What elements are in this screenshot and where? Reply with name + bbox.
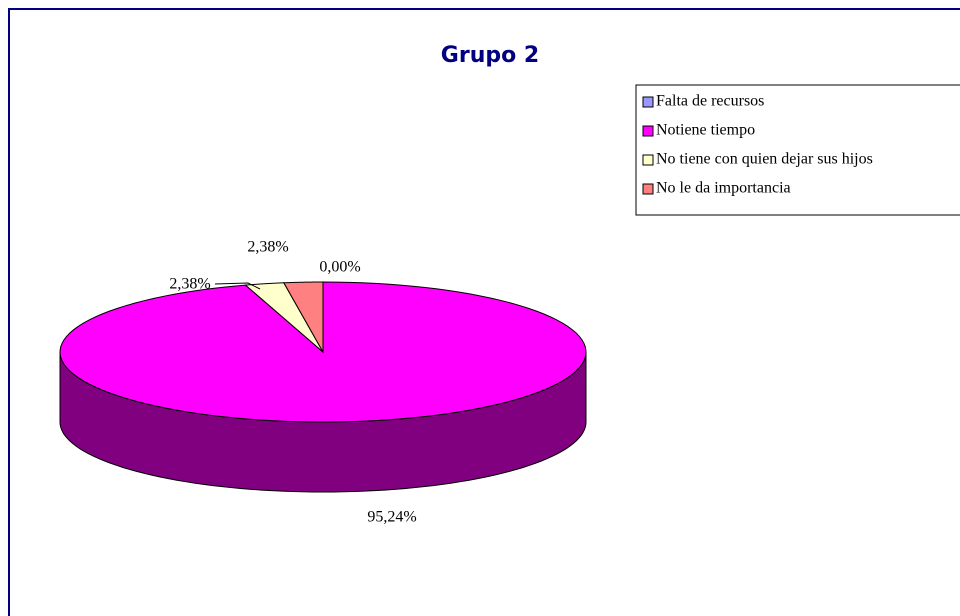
data-label: 2,38% [169, 276, 210, 293]
chart-title: Grupo 2 [441, 43, 539, 68]
legend-swatch [642, 154, 654, 166]
data-label: 0,00% [319, 259, 360, 276]
legend-label: No tiene con quien dejar sus hijos [656, 151, 873, 168]
data-label: 95,24% [367, 509, 416, 526]
legend-swatch [642, 125, 654, 137]
legend-label: Notiene tiempo [656, 122, 755, 139]
legend-label: No le da importancia [656, 180, 791, 197]
legend-box [635, 84, 960, 216]
slice [282, 281, 324, 354]
legend-swatch [642, 183, 654, 195]
data-label: 2,38% [247, 239, 288, 256]
legend-swatch [642, 96, 654, 108]
legend-label: Falta de recursos [656, 93, 764, 110]
leader-line [214, 282, 261, 290]
